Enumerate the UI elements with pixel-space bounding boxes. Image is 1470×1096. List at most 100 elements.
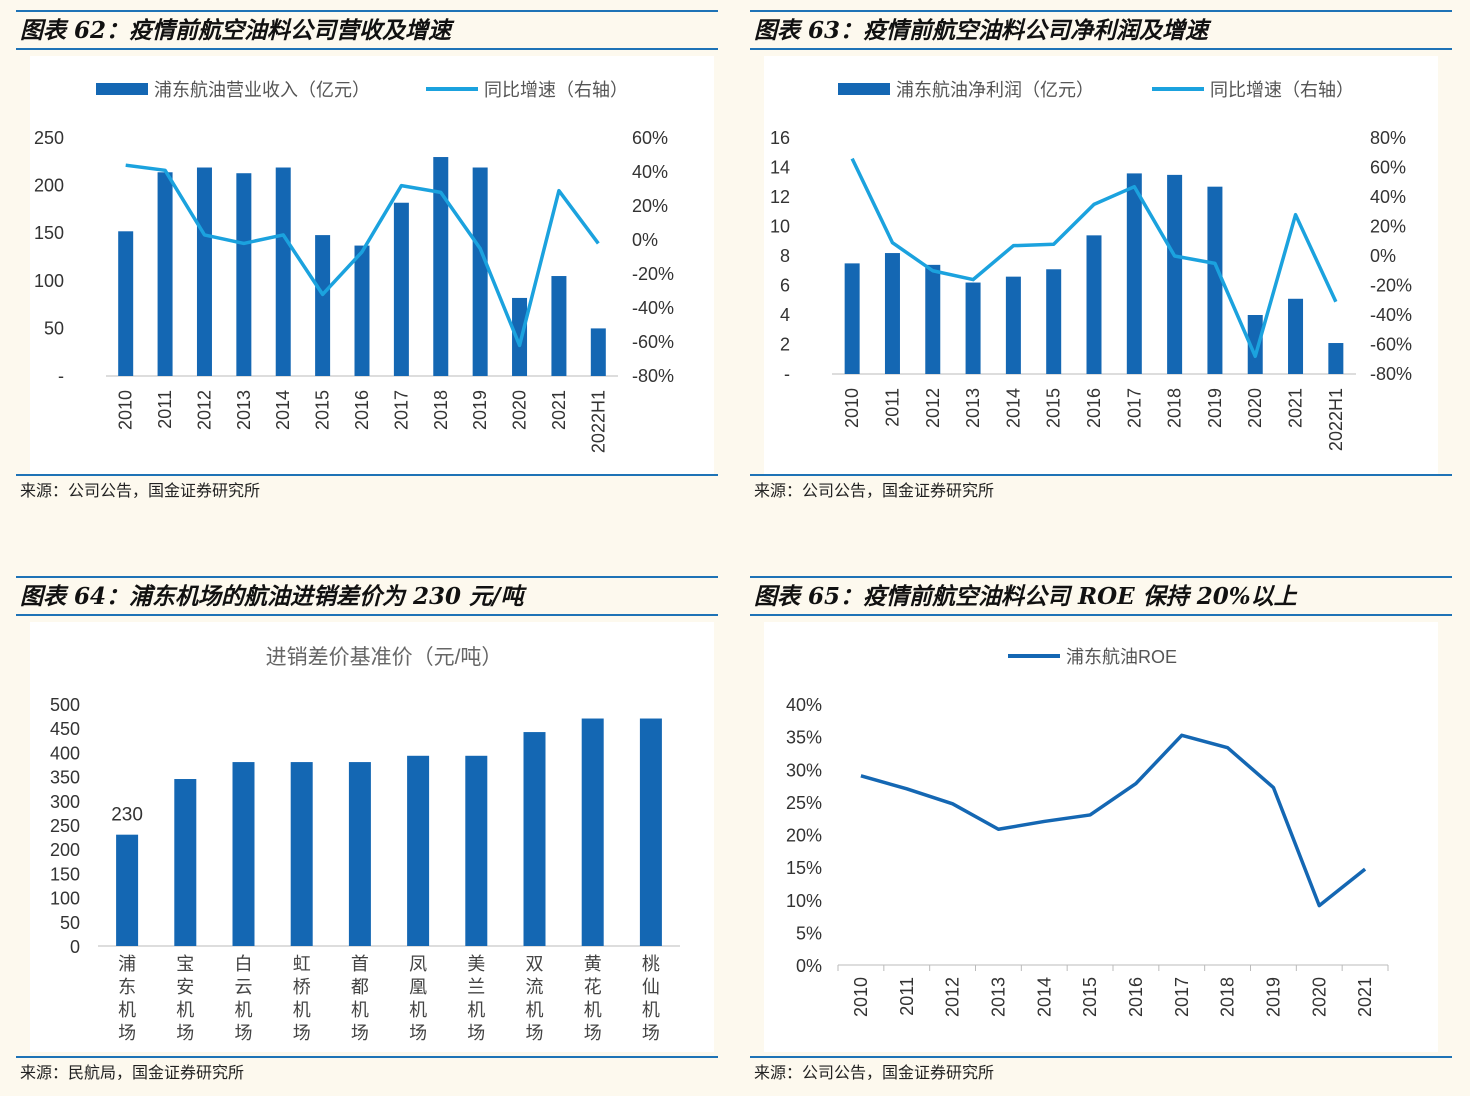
x-tick-label: 首都机场 [351, 954, 369, 1043]
y-right-tick-label: -60% [1370, 335, 1412, 355]
y-tick-label: 50 [60, 913, 80, 933]
chart-62-source: 来源：公司公告，国金证券研究所 [16, 474, 718, 506]
chart-63-title: 图表 63：疫情前航空油料公司净利润及增速 [750, 10, 1452, 50]
y-left-tick-label: 200 [34, 176, 64, 196]
y-tick-label: 500 [50, 695, 80, 715]
y-right-tick-label: -20% [1370, 276, 1412, 296]
y-right-tick-label: 40% [632, 162, 668, 182]
x-tick-label: 2014 [1034, 977, 1054, 1017]
legend-bar-label: 浦东航油营业收入（亿元） [154, 80, 370, 100]
bar [512, 297, 528, 376]
x-tick-label: 2012 [923, 388, 943, 428]
bar [157, 172, 173, 376]
y-left-tick-label: 100 [34, 271, 64, 291]
chart-64-inner-title: 进销差价基准价（元/吨） [266, 646, 503, 669]
x-tick-label: 2019 [1263, 977, 1283, 1017]
x-tick-label: 2019 [1205, 388, 1225, 428]
x-tick-label: 2021 [1286, 388, 1306, 428]
bar [1167, 174, 1183, 374]
x-tick-label: 2018 [431, 390, 451, 430]
bar [965, 282, 981, 374]
x-tick-label: 虹桥机场 [293, 954, 311, 1043]
y-left-tick-label: - [784, 364, 790, 384]
bar [844, 263, 860, 374]
x-tick-label: 2021 [549, 390, 569, 430]
bar [354, 245, 370, 376]
y-tick-label: 200 [50, 840, 80, 860]
y-right-tick-label: 0% [1370, 246, 1396, 266]
x-tick-label: 2010 [851, 977, 871, 1017]
y-left-tick-label: 50 [44, 318, 64, 338]
bar [639, 718, 662, 946]
chart-65-source: 来源：公司公告，国金证券研究所 [750, 1056, 1452, 1088]
y-right-tick-label: -40% [1370, 305, 1412, 325]
legend-bar-swatch [838, 83, 890, 95]
x-tick-label: 2015 [1044, 388, 1064, 428]
bar [551, 276, 567, 376]
y-tick-label: 0% [796, 956, 822, 976]
x-tick-label: 2016 [1126, 977, 1146, 1017]
bar [1288, 298, 1304, 374]
x-tick-label: 2020 [1309, 977, 1329, 1017]
x-tick-label: 2020 [1245, 388, 1265, 428]
bar [1046, 269, 1062, 374]
y-left-tick-label: 6 [780, 276, 790, 296]
bar [236, 173, 252, 376]
x-tick-label: 2019 [470, 390, 490, 430]
x-tick-label: 2022H1 [588, 390, 608, 453]
bar [925, 264, 941, 374]
y-tick-label: 0 [70, 937, 80, 957]
bar [315, 235, 331, 376]
bar [581, 718, 604, 946]
bar [465, 755, 488, 946]
x-tick-label: 2015 [313, 390, 333, 430]
y-tick-label: 250 [50, 816, 80, 836]
y-left-tick-label: - [58, 366, 64, 386]
y-tick-label: 400 [50, 743, 80, 763]
y-tick-label: 30% [786, 760, 822, 780]
y-left-tick-label: 250 [34, 128, 64, 148]
bar [884, 253, 900, 374]
bar [232, 762, 255, 946]
chart-62-title: 图表 62：疫情前航空油料公司营收及增速 [16, 10, 718, 50]
y-left-tick-label: 150 [34, 223, 64, 243]
x-tick-label: 白云机场 [235, 954, 253, 1043]
x-tick-label: 2020 [510, 390, 530, 430]
y-left-tick-label: 4 [780, 305, 790, 325]
x-tick-label: 美兰机场 [467, 954, 485, 1043]
panel-chart-64: 图表 64：浦东机场的航油进销差价为 230 元/吨 进销差价基准价（元/吨） 0… [16, 576, 718, 1094]
bar [407, 755, 430, 946]
x-tick-label: 2010 [842, 388, 862, 428]
chart-65-plot-area [764, 622, 1438, 1052]
x-tick-label: 凤凰机场 [409, 954, 427, 1043]
bar [118, 231, 134, 376]
legend-line-label: 同比增速（右轴） [1210, 80, 1354, 100]
bar [1207, 186, 1223, 374]
y-right-tick-label: -20% [632, 264, 674, 284]
y-tick-label: 150 [50, 864, 80, 884]
y-right-tick-label: 60% [1370, 158, 1406, 178]
chart-65-svg: 浦东航油ROE 0% 5% 10% 15% 20% 25% 30% 35% 40% 2010 2011… [786, 647, 1389, 1017]
y-left-tick-label: 16 [770, 128, 790, 148]
y-tick-label: 35% [786, 728, 822, 748]
x-tick-label: 2012 [194, 390, 214, 430]
y-tick-label: 10% [786, 891, 822, 911]
y-left-tick-label: 12 [770, 187, 790, 207]
y-right-tick-label: -60% [632, 332, 674, 352]
bar [472, 167, 488, 376]
legend-bar-swatch [96, 83, 148, 95]
x-tick-label: 浦东机场 [118, 954, 136, 1043]
y-right-tick-label: 80% [1370, 128, 1406, 148]
legend-line-label: 同比增速（右轴） [484, 80, 628, 100]
y-left-tick-label: 14 [770, 158, 790, 178]
y-right-tick-label: 60% [632, 128, 668, 148]
y-right-tick-label: 40% [1370, 187, 1406, 207]
x-tick-label: 2011 [155, 390, 175, 429]
y-tick-label: 450 [50, 719, 80, 739]
x-tick-label: 2014 [273, 390, 293, 430]
x-tick-label: 2011 [882, 388, 902, 427]
chart-64-svg: 进销差价基准价（元/吨） 0 50 100 150 200 250 300 350 400 450 5… [50, 646, 680, 1043]
bar [116, 834, 139, 946]
x-tick-label: 2017 [1124, 388, 1144, 428]
y-tick-label: 15% [786, 858, 822, 878]
